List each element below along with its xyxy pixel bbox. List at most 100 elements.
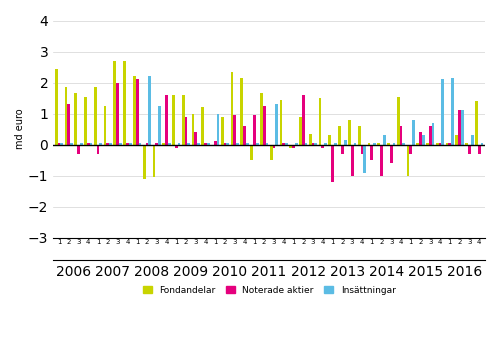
Bar bbox=[246, 143, 249, 145]
Bar bbox=[373, 143, 376, 145]
Bar bbox=[162, 143, 165, 145]
Bar bbox=[426, 143, 429, 145]
Bar bbox=[468, 145, 471, 154]
Bar bbox=[475, 101, 478, 145]
Bar bbox=[175, 145, 178, 148]
Bar bbox=[292, 145, 295, 148]
Bar bbox=[416, 143, 419, 145]
Bar bbox=[184, 117, 188, 145]
Bar bbox=[280, 100, 282, 145]
Bar bbox=[412, 120, 415, 145]
Bar bbox=[129, 143, 132, 145]
Bar bbox=[354, 143, 356, 145]
Bar bbox=[87, 143, 90, 145]
Bar bbox=[244, 126, 246, 145]
Bar bbox=[370, 145, 373, 160]
Bar bbox=[380, 145, 383, 176]
Bar bbox=[314, 143, 317, 145]
Bar bbox=[295, 143, 298, 145]
Bar bbox=[133, 76, 136, 145]
Bar bbox=[299, 117, 302, 145]
Bar bbox=[178, 143, 180, 145]
Bar bbox=[74, 93, 77, 145]
Bar bbox=[290, 145, 292, 148]
Bar bbox=[344, 140, 346, 145]
Bar bbox=[114, 61, 116, 145]
Bar bbox=[202, 107, 204, 145]
Bar bbox=[465, 143, 468, 145]
Bar bbox=[282, 143, 285, 145]
Bar bbox=[77, 145, 80, 154]
Bar bbox=[138, 143, 141, 145]
Bar bbox=[158, 106, 161, 145]
Bar bbox=[260, 93, 263, 145]
Bar bbox=[390, 145, 392, 163]
Bar bbox=[240, 78, 244, 145]
Bar bbox=[442, 79, 444, 145]
Bar bbox=[456, 135, 458, 145]
Bar bbox=[480, 143, 484, 145]
Bar bbox=[55, 69, 58, 145]
Bar bbox=[285, 143, 288, 145]
Bar bbox=[270, 145, 272, 160]
Bar bbox=[471, 135, 474, 145]
Bar bbox=[432, 123, 434, 145]
Bar bbox=[338, 126, 341, 145]
Bar bbox=[146, 143, 148, 145]
Bar bbox=[348, 120, 350, 145]
Legend: Fondandelar, Noterade aktier, Insättningar: Fondandelar, Noterade aktier, Insättning… bbox=[139, 282, 399, 298]
Bar bbox=[70, 143, 73, 145]
Bar bbox=[358, 126, 360, 145]
Bar bbox=[94, 87, 96, 145]
Bar bbox=[410, 145, 412, 154]
Bar bbox=[194, 132, 197, 145]
Bar bbox=[429, 126, 432, 145]
Bar bbox=[188, 143, 190, 145]
Bar bbox=[104, 106, 106, 145]
Bar bbox=[341, 145, 344, 154]
Bar bbox=[216, 113, 220, 145]
Bar bbox=[58, 143, 60, 145]
Bar bbox=[328, 135, 331, 145]
Bar bbox=[334, 143, 336, 145]
Bar bbox=[152, 145, 156, 177]
Bar bbox=[136, 79, 138, 145]
Bar bbox=[461, 111, 464, 145]
Bar bbox=[422, 135, 424, 145]
Bar bbox=[400, 126, 402, 145]
Bar bbox=[331, 145, 334, 182]
Bar bbox=[80, 143, 82, 145]
Bar bbox=[451, 78, 454, 145]
Bar bbox=[266, 143, 268, 145]
Bar bbox=[309, 134, 312, 145]
Bar bbox=[148, 76, 151, 145]
Bar bbox=[226, 143, 230, 145]
Bar bbox=[143, 145, 146, 179]
Bar bbox=[364, 145, 366, 173]
Bar bbox=[165, 95, 168, 145]
Bar bbox=[168, 143, 170, 145]
Bar bbox=[263, 106, 266, 145]
Bar bbox=[402, 143, 405, 145]
Bar bbox=[236, 143, 239, 145]
Bar bbox=[172, 95, 175, 145]
Bar bbox=[106, 143, 109, 145]
Bar bbox=[182, 95, 184, 145]
Bar bbox=[360, 145, 364, 154]
Bar bbox=[302, 95, 304, 145]
Bar bbox=[116, 83, 119, 145]
Bar bbox=[383, 135, 386, 145]
Bar bbox=[253, 115, 256, 145]
Bar bbox=[119, 143, 122, 145]
Bar bbox=[100, 143, 102, 145]
Bar bbox=[448, 143, 451, 145]
Bar bbox=[126, 143, 129, 145]
Bar bbox=[156, 143, 158, 145]
Bar bbox=[204, 143, 207, 145]
Bar bbox=[324, 143, 327, 145]
Bar bbox=[207, 143, 210, 145]
Bar bbox=[60, 143, 63, 145]
Bar bbox=[68, 104, 70, 145]
Bar bbox=[368, 143, 370, 145]
Bar bbox=[211, 145, 214, 146]
